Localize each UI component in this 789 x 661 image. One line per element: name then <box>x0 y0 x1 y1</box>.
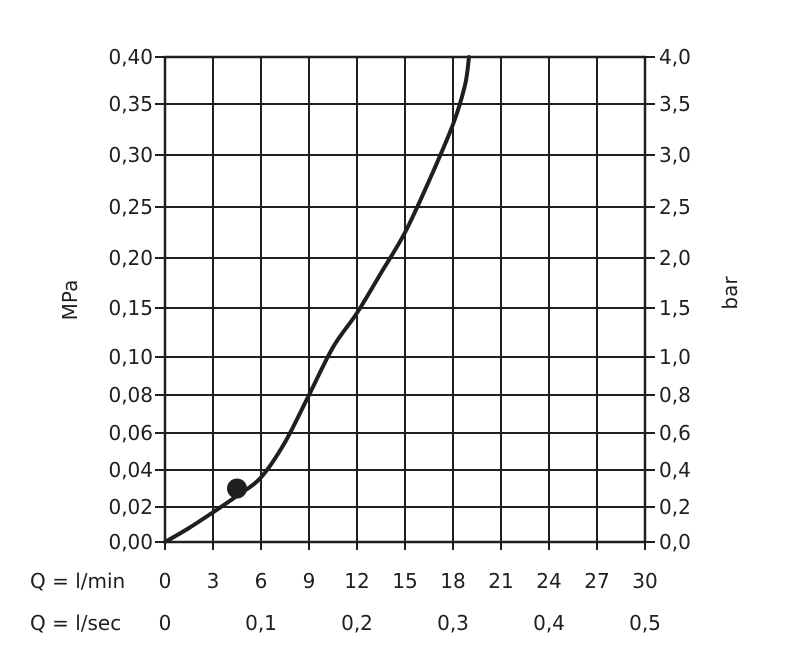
left-tick-label: 0,02 <box>108 495 153 519</box>
left-tick-label: 0,20 <box>108 246 153 270</box>
x-row1-tick-label: 0 <box>159 569 172 593</box>
left-tick-label: 0,10 <box>108 345 153 369</box>
x-row2-label: Q = l/sec <box>30 611 121 635</box>
x-row1-tick-label: 15 <box>392 569 417 593</box>
bottom-axis-ticks: 0 3 6 9 12 15 18 21 24 27 30 0 0,1 0,2 0,3 0,4 0,5 <box>159 569 661 635</box>
x-row2-tick-label: 0,4 <box>533 611 565 635</box>
right-tick-label: 2,5 <box>659 195 691 219</box>
x-row1-tick-label: 30 <box>632 569 657 593</box>
x-row1-tick-label: 18 <box>440 569 465 593</box>
chart-grid <box>155 55 655 550</box>
left-axis-ticks: 0,00 0,02 0,04 0,06 0,08 0,10 0,15 0,20 0,25 0,30… <box>108 45 153 554</box>
right-tick-label: 1,5 <box>659 296 691 320</box>
left-tick-label: 0,15 <box>108 296 153 320</box>
right-tick-label: 0,2 <box>659 495 691 519</box>
left-axis-title: MPa <box>58 280 82 321</box>
x-row1-tick-label: 6 <box>255 569 268 593</box>
left-tick-label: 0,04 <box>108 458 153 482</box>
left-tick-label: 0,08 <box>108 383 153 407</box>
x-row1-tick-label: 24 <box>536 569 561 593</box>
x-row1-tick-label: 27 <box>584 569 609 593</box>
x-row1-tick-label: 9 <box>303 569 316 593</box>
right-tick-label: 4,0 <box>659 45 691 69</box>
left-tick-label: 0,30 <box>108 143 153 167</box>
left-tick-label: 0,00 <box>108 530 153 554</box>
right-axis-title: bar <box>718 276 742 310</box>
x-row1-label: Q = l/min <box>30 569 125 593</box>
x-row2-tick-label: 0,3 <box>437 611 469 635</box>
left-tick-label: 0,06 <box>108 421 153 445</box>
right-tick-label: 0,0 <box>659 530 691 554</box>
right-tick-label: 0,4 <box>659 458 691 482</box>
right-tick-label: 0,6 <box>659 421 691 445</box>
right-tick-label: 1,0 <box>659 345 691 369</box>
right-tick-label: 0,8 <box>659 383 691 407</box>
left-tick-label: 0,35 <box>108 92 153 116</box>
left-tick-label: 0,25 <box>108 195 153 219</box>
x-row2-tick-label: 0,5 <box>629 611 661 635</box>
x-row1-tick-label: 3 <box>207 569 220 593</box>
x-row1-tick-label: 21 <box>488 569 513 593</box>
x-row2-tick-label: 0 <box>159 611 172 635</box>
x-row2-tick-label: 0,1 <box>245 611 277 635</box>
operating-point-marker <box>227 478 247 499</box>
right-tick-label: 2,0 <box>659 246 691 270</box>
left-tick-label: 0,40 <box>108 45 153 69</box>
curve-layer <box>163 55 471 544</box>
x-row1-tick-label: 12 <box>344 569 369 593</box>
right-axis-ticks: 0,0 0,2 0,4 0,6 0,8 1,0 1,5 2,0 2,5 3,0 3,5 4,0 <box>659 45 691 554</box>
right-tick-label: 3,5 <box>659 92 691 116</box>
x-row2-tick-label: 0,2 <box>341 611 373 635</box>
pressure-flow-curve <box>163 55 471 544</box>
right-tick-label: 3,0 <box>659 143 691 167</box>
plot-frame <box>163 55 647 544</box>
